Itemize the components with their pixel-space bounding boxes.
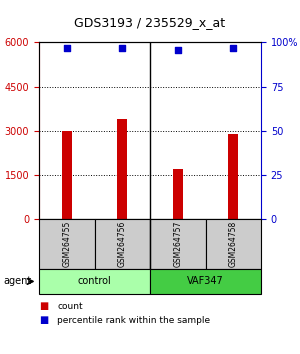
Text: ■: ■	[39, 315, 48, 325]
Bar	[228, 134, 238, 219]
Text: GSM264758: GSM264758	[229, 221, 238, 267]
FancyBboxPatch shape	[39, 219, 94, 269]
Point	[64, 45, 69, 51]
FancyBboxPatch shape	[39, 269, 150, 294]
Bar	[117, 119, 127, 219]
Bar	[173, 169, 183, 219]
Point	[231, 45, 236, 51]
Text: GDS3193 / 235529_x_at: GDS3193 / 235529_x_at	[74, 17, 226, 29]
FancyBboxPatch shape	[150, 269, 261, 294]
Text: percentile rank within the sample: percentile rank within the sample	[57, 316, 210, 325]
FancyBboxPatch shape	[94, 219, 150, 269]
Text: ■: ■	[39, 301, 48, 311]
Text: GSM264756: GSM264756	[118, 221, 127, 268]
Text: control: control	[78, 276, 111, 286]
Bar	[62, 131, 72, 219]
Point	[120, 45, 125, 51]
Text: GSM264755: GSM264755	[62, 221, 71, 268]
Text: agent: agent	[3, 276, 31, 286]
Text: VAF347: VAF347	[187, 276, 224, 286]
Point	[176, 47, 180, 52]
FancyBboxPatch shape	[206, 219, 261, 269]
Text: count: count	[57, 302, 82, 311]
FancyBboxPatch shape	[150, 219, 206, 269]
Text: GSM264757: GSM264757	[173, 221, 182, 268]
